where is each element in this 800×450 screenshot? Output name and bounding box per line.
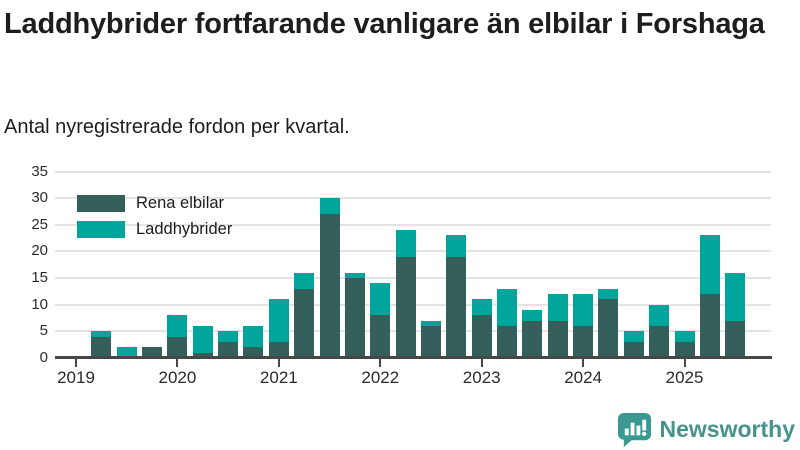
bar-2024-Q2-rena-elbilar <box>598 299 619 358</box>
bar-2023-Q4-rena-elbilar <box>547 320 568 358</box>
legend-item-laddhybrider: Laddhybrider <box>77 220 232 239</box>
bar-2020-Q2-laddhybrider <box>192 326 213 353</box>
x-axis-year-label: 2020 <box>158 368 197 387</box>
x-axis-tick-2025 <box>683 359 686 367</box>
bar-2022-Q3-rena-elbilar <box>420 326 441 358</box>
x-axis-tick-2021 <box>277 359 280 367</box>
bar-2020-Q4-rena-elbilar <box>243 347 264 358</box>
bar-2020-Q1-laddhybrider <box>167 315 188 337</box>
x-axis-tick-2019 <box>75 359 77 367</box>
bar-2022-Q3-laddhybrider <box>420 320 441 327</box>
bar-2022-Q1-laddhybrider <box>370 283 391 316</box>
bar-2023-Q3-laddhybrider <box>522 310 543 321</box>
bar-2021-Q4-laddhybrider <box>344 272 365 279</box>
x-axis-year-label: 2023 <box>462 368 501 387</box>
bar-2024-Q3-rena-elbilar <box>623 342 644 358</box>
bar-2022-Q4-rena-elbilar <box>446 256 467 358</box>
bar-2024-Q3-laddhybrider <box>623 331 644 342</box>
bar-2021-Q3-laddhybrider <box>319 198 340 215</box>
chart-legend: Rena elbilar Laddhybrider <box>77 194 232 246</box>
bar-2022-Q4-laddhybrider <box>446 235 467 257</box>
bar-2024-Q1-laddhybrider <box>573 294 594 327</box>
legend-swatch-laddhybrider <box>77 221 125 238</box>
bar-2023-Q1-rena-elbilar <box>471 315 492 358</box>
bar-2022-Q1-rena-elbilar <box>370 315 391 358</box>
bar-2024-Q1-rena-elbilar <box>573 326 594 358</box>
bar-2022-Q2-rena-elbilar <box>395 256 416 358</box>
bar-2023-Q2-rena-elbilar <box>497 326 518 358</box>
bar-2025-Q3-laddhybrider <box>725 272 746 321</box>
bar-2022-Q2-laddhybrider <box>395 230 416 257</box>
bar-2021-Q2-rena-elbilar <box>294 288 315 358</box>
bar-2024-Q4-laddhybrider <box>649 304 670 327</box>
y-axis-tick-label: 20 <box>31 242 48 260</box>
x-axis-tick-2022 <box>379 359 382 367</box>
x-axis-tick-2020 <box>176 359 179 367</box>
legend-swatch-rena-elbilar <box>77 195 125 212</box>
bar-2020-Q4-laddhybrider <box>243 326 264 348</box>
x-axis-tick-2023 <box>480 359 483 367</box>
bar-2019-Q4-rena-elbilar <box>142 347 163 358</box>
newsworthy-logo-icon <box>617 412 651 447</box>
x-axis-year-label: 2025 <box>665 368 704 387</box>
x-axis-year-label: 2022 <box>361 368 400 387</box>
page-subtitle: Antal nyregistrerade fordon per kvartal. <box>4 116 350 138</box>
x-axis-year-label: 2024 <box>564 368 603 387</box>
page-title: Laddhybrider fortfarande vanligare än el… <box>4 8 765 40</box>
bar-2021-Q3-rena-elbilar <box>319 214 340 358</box>
legend-label: Laddhybrider <box>136 220 233 238</box>
legend-label: Rena elbilar <box>136 194 225 212</box>
y-axis-tick-label: 25 <box>31 215 48 233</box>
bar-2025-Q1-rena-elbilar <box>674 342 695 358</box>
bar-2023-Q3-rena-elbilar <box>522 320 543 358</box>
bar-2020-Q2-rena-elbilar <box>192 352 213 358</box>
gridline-25 <box>55 223 771 226</box>
y-axis-tick-label: 35 <box>31 162 48 180</box>
bar-2021-Q1-laddhybrider <box>268 299 289 342</box>
bar-2023-Q4-laddhybrider <box>547 294 568 321</box>
bar-2019-Q3-laddhybrider <box>116 347 137 358</box>
legend-item-rena-elbilar: Rena elbilar <box>77 194 232 213</box>
bar-2024-Q4-rena-elbilar <box>649 326 670 358</box>
bar-2025-Q3-rena-elbilar <box>725 320 746 358</box>
newsworthy-logo: Newsworthy <box>617 412 795 447</box>
bar-2021-Q4-rena-elbilar <box>344 278 365 358</box>
newsworthy-logo-text: Newsworthy <box>659 416 795 442</box>
y-axis-tick-label: 30 <box>31 189 48 207</box>
bar-2023-Q2-laddhybrider <box>497 288 518 327</box>
gridline-30 <box>55 197 771 200</box>
y-axis-tick-label: 10 <box>31 295 48 313</box>
x-axis-line <box>55 356 772 359</box>
bar-2021-Q1-rena-elbilar <box>268 342 289 358</box>
bar-2020-Q1-rena-elbilar <box>167 336 188 358</box>
gridline-35 <box>55 170 771 173</box>
x-axis-year-label: 2019 <box>57 368 95 387</box>
bar-2025-Q2-rena-elbilar <box>699 294 720 358</box>
bar-2024-Q2-laddhybrider <box>598 288 619 300</box>
bar-2019-Q2-laddhybrider <box>91 331 112 337</box>
y-axis-tick-label: 15 <box>31 269 48 287</box>
bar-2020-Q3-rena-elbilar <box>218 342 239 358</box>
x-axis-tick-2024 <box>582 359 585 367</box>
y-axis-tick-label: 0 <box>39 349 48 366</box>
y-axis-tick-label: 5 <box>39 322 48 340</box>
bar-2025-Q2-laddhybrider <box>699 235 720 295</box>
bar-2025-Q1-laddhybrider <box>674 331 695 342</box>
bar-2021-Q2-laddhybrider <box>294 272 315 289</box>
x-axis-year-label: 2021 <box>259 368 298 387</box>
bar-2019-Q2-rena-elbilar <box>91 336 112 358</box>
bar-2023-Q1-laddhybrider <box>471 299 492 316</box>
bar-2020-Q3-laddhybrider <box>218 331 239 342</box>
